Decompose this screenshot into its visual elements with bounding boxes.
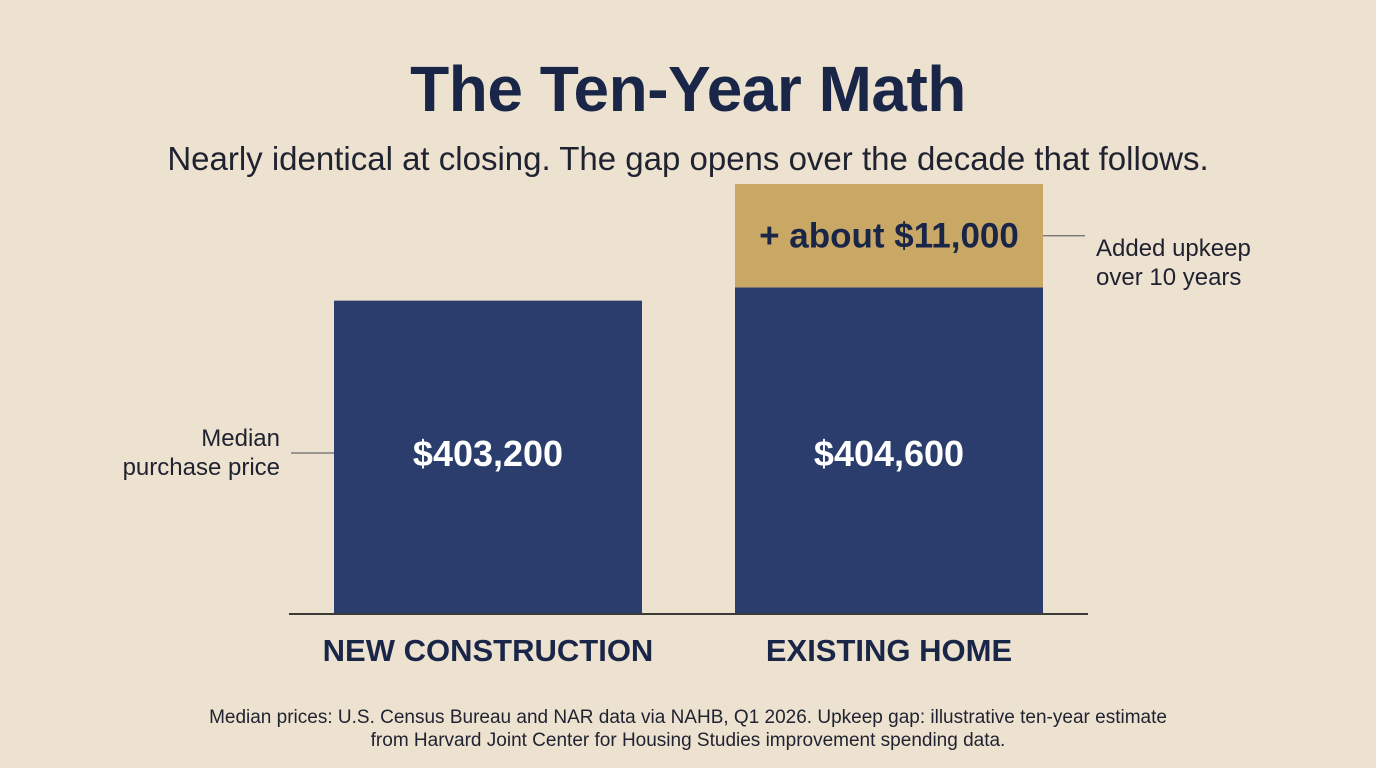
labels-group: $403,200 NEW CONSTRUCTION $404,600 + about … xyxy=(123,217,1251,668)
bars-group xyxy=(334,183,1043,613)
price-annotation-line-0: Median xyxy=(201,425,280,452)
upkeep-annotation: Added upkeep over 10 years xyxy=(1096,235,1251,291)
source-footnote: Median prices: U.S. Census Bureau and NA… xyxy=(0,706,1376,752)
chart-title: The Ten-Year Math xyxy=(410,53,966,125)
chart-subtitle: Nearly identical at closing. The gap ope… xyxy=(167,140,1209,177)
bar-purchase-price-1 xyxy=(735,287,1043,613)
bar-upkeep-segment-1 xyxy=(735,183,1043,288)
upkeep-annotation-line-1: over 10 years xyxy=(1096,264,1241,291)
upkeep-value-label-1: + about $11,000 xyxy=(759,217,1019,256)
bar-purchase-price-0 xyxy=(334,300,642,613)
upkeep-annotation-line-0: Added upkeep xyxy=(1096,235,1251,262)
price-annotation-line-1: purchase price xyxy=(123,454,280,481)
category-label-0: NEW CONSTRUCTION xyxy=(323,633,654,668)
footnote-line-2: from Harvard Joint Center for Housing St… xyxy=(370,730,1006,751)
category-label-1: EXISTING HOME xyxy=(766,633,1012,668)
bar-value-label-0: $403,200 xyxy=(413,433,563,474)
bar-value-label-1: $404,600 xyxy=(814,433,964,474)
price-annotation: Median purchase price xyxy=(123,425,280,481)
footnote-line-1: Median prices: U.S. Census Bureau and NA… xyxy=(209,707,1167,728)
